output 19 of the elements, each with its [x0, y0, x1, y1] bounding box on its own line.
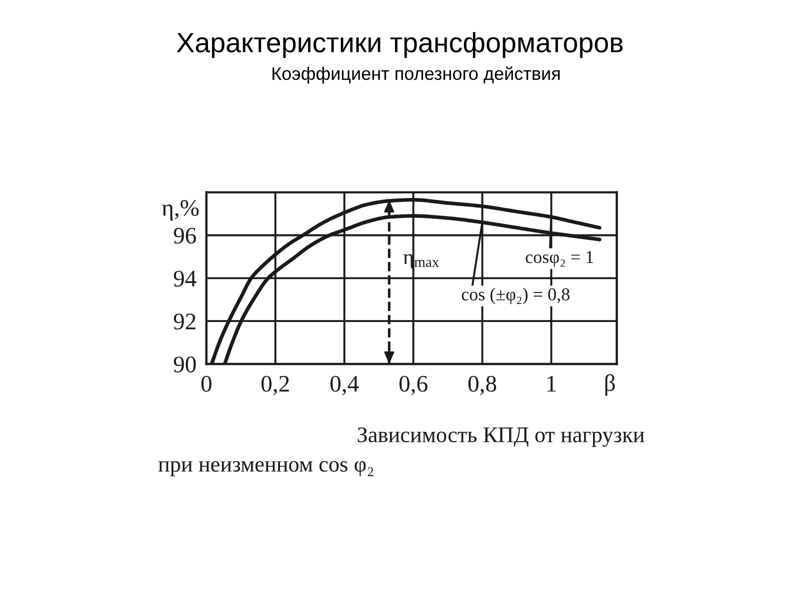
x-tick-label: 0,8: [468, 376, 496, 396]
x-tick-label: 0,6: [399, 376, 428, 396]
chart-title: Характеристики трансформаторов: [176, 32, 623, 58]
text: при неизменном cos φ₂: [158, 461, 374, 476]
text: Зависимость КПД от нагрузки: [358, 427, 644, 447]
x-axis-title: β: [605, 374, 615, 396]
legend-label: cosφ₂ = 1: [526, 251, 594, 267]
text: cos (±φ₂) = 0,8: [462, 288, 570, 304]
y-tick-label: 90: [174, 356, 196, 372]
y-tick-label: 92: [174, 314, 196, 330]
x-tick-label: 0,2: [262, 376, 289, 396]
x-tick-label: 1: [547, 376, 556, 392]
y-tick-label: 96: [174, 228, 196, 244]
chart-subtitle: Коэффициент полезного действия: [272, 66, 560, 84]
y-axis-title: η,%: [162, 200, 199, 221]
y-tick-label: 94: [174, 270, 196, 287]
ref-line-label: η$_{max}$: [403, 254, 440, 268]
x-tick-label: 0,4: [330, 376, 359, 396]
x-tick-label: 0: [201, 376, 212, 392]
